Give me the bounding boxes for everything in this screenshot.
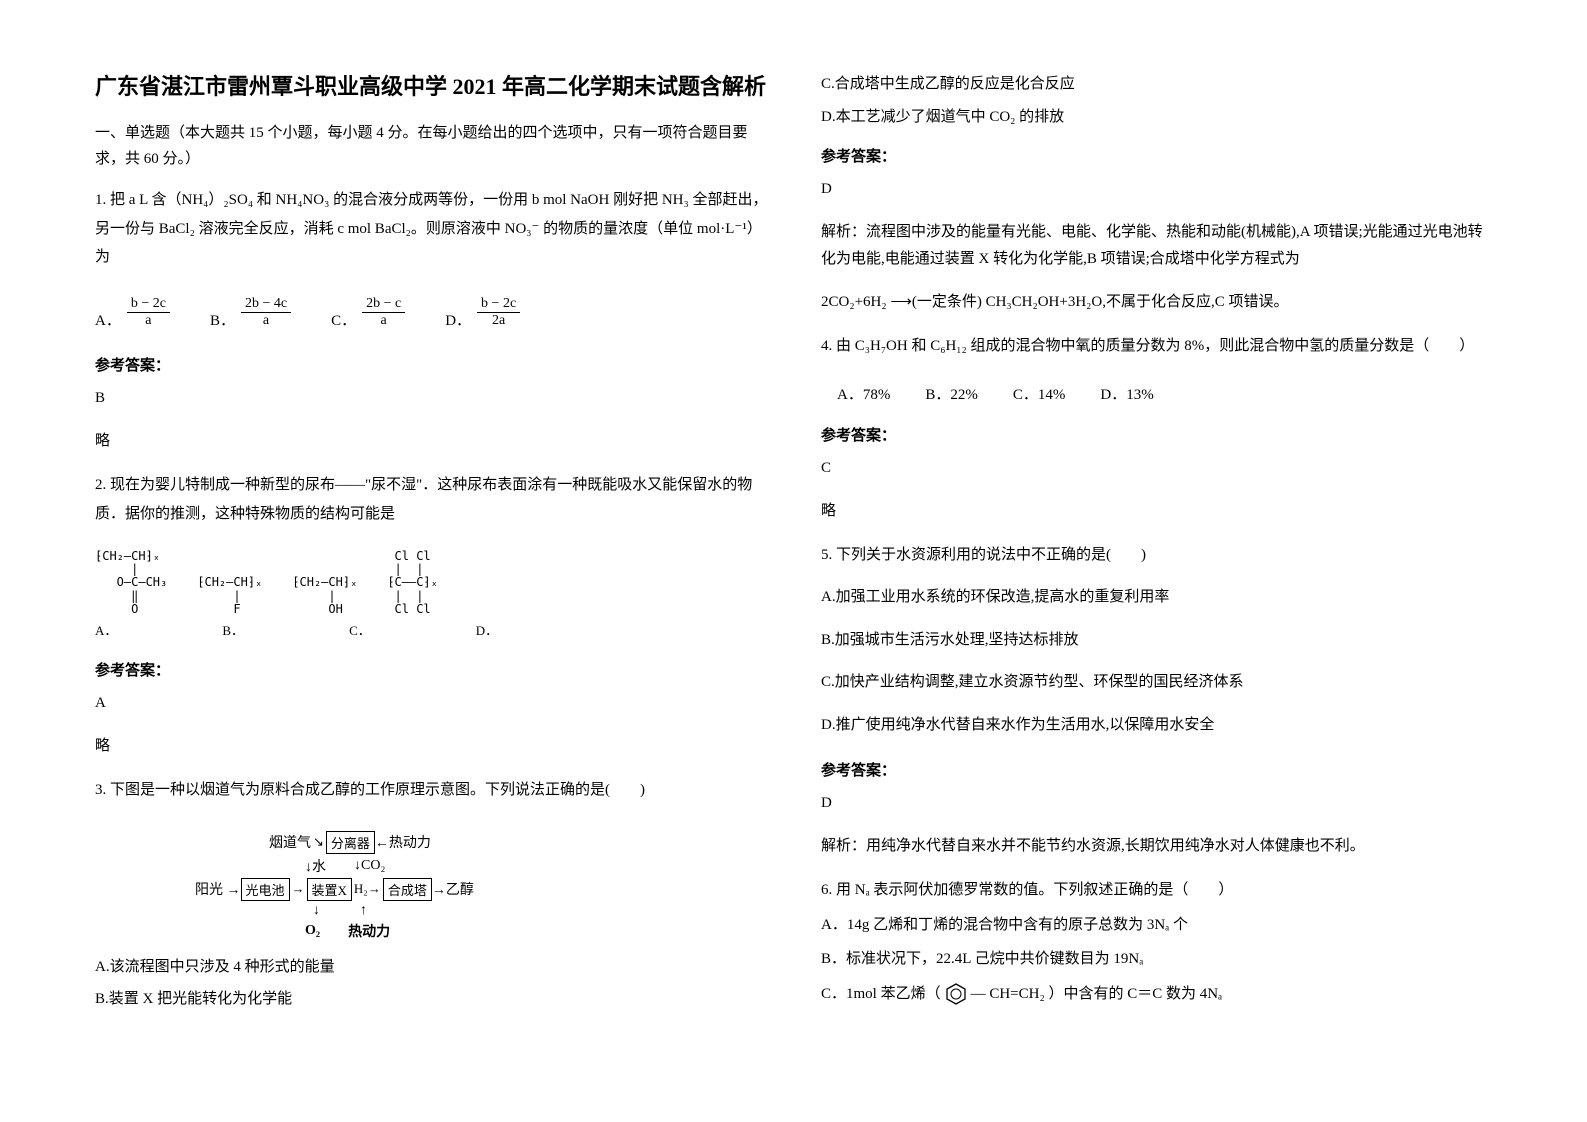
q3-opt-c: C.合成塔中生成乙醇的反应是化合反应 (821, 70, 1497, 99)
diagram-label: ←热动力 (375, 832, 431, 852)
benzene-icon (943, 981, 969, 1007)
opt-label: D． (476, 620, 498, 639)
q2-answer-label: 参考答案： (95, 659, 771, 680)
diagram-label: →乙醇 (432, 879, 474, 899)
diagram-label: 阳光 → (195, 879, 241, 899)
opt-label: C． (349, 620, 371, 639)
frac-denominator: a (377, 313, 391, 330)
frac-numerator: 2b − c (362, 296, 405, 314)
frac-denominator: a (259, 313, 273, 330)
q4-opt-a: A．78% (837, 383, 890, 404)
q3-opt-d: D.本工艺减少了烟道气中 CO₂ 的排放 (821, 103, 1497, 132)
opt-label: D． (445, 309, 471, 330)
opt-label: B． (222, 620, 244, 639)
q1-answer: B (95, 385, 771, 412)
q2-opt-d: Cl Cl | | ⁅C——C⁆ₓ | | Cl Cl (387, 550, 438, 616)
q4-options: A．78% B．22% C．14% D．13% (821, 383, 1497, 404)
frac-denominator: a (141, 313, 155, 330)
section-header: 一、单选题（本大题共 15 个小题，每小题 4 分。在每小题给出的四个选项中，只… (95, 121, 771, 172)
frac-numerator: b − 2c (477, 296, 520, 314)
question-6: 6. 用 Nₐ 表示阿伏加德罗常数的值。下列叙述正确的是（ ） (821, 876, 1497, 905)
frac-denominator: 2a (488, 313, 509, 330)
q3-answer-label: 参考答案： (821, 145, 1497, 166)
chem-structure: ⁅CH₂—CH⁆ₓ | O—C—CH₃ ‖ O (95, 550, 167, 616)
chem-structure: ⁅CH₂—CH⁆ₓ | F (197, 576, 262, 616)
q6-opt-c-pre: C．1mol 苯乙烯（ (821, 980, 941, 1009)
q2-opt-b: ⁅CH₂—CH⁆ₓ | F (197, 576, 262, 616)
box-tower: 合成塔 (383, 878, 432, 901)
frac-numerator: 2b − 4c (241, 296, 291, 314)
q4-opt-c: C．14% (1013, 383, 1066, 404)
q1-answer-label: 参考答案： (95, 354, 771, 375)
diagram-label: H₂→ (352, 881, 383, 897)
fraction: b − 2c 2a (477, 296, 520, 331)
arrow-icon: ↘ (311, 834, 326, 850)
diagram-label: 热动力 (348, 921, 390, 941)
question-1: 1. 把 a L 含（NH₄）₂SO₄ 和 NH₄NO₃ 的混合液分成两等份，一… (95, 186, 771, 272)
q3-opt-a: A.该流程图中只涉及 4 种形式的能量 (95, 953, 771, 982)
fraction: 2b − c a (362, 296, 405, 331)
chem-structure: ⁅CH₂—CH⁆ₓ | OH (292, 576, 357, 616)
q5-opt-d: D.推广使用纯净水代替自来水作为生活用水,以保障用水安全 (821, 711, 1497, 740)
q3-opt-b: B.装置 X 把光能转化为化学能 (95, 985, 771, 1014)
down-arrow-icon: ↓ (313, 903, 320, 919)
diagram-label: ↓CO₂ (354, 858, 385, 874)
right-column: C.合成塔中生成乙醇的反应是化合反应 D.本工艺减少了烟道气中 CO₂ 的排放 … (821, 70, 1497, 1092)
fraction: 2b − 4c a (241, 296, 291, 331)
q4-opt-b: B．22% (925, 383, 978, 404)
question-2: 2. 现在为婴儿特制成一种新型的尿布——"尿不湿"．这种尿布表面涂有一种既能吸水… (95, 471, 771, 528)
opt-label: B． (210, 309, 235, 330)
q6-opt-a: A．14g 乙烯和丁烯的混合物中含有的原子总数为 3Nₐ 个 (821, 911, 1497, 940)
box-pv: 光电池 (241, 878, 290, 901)
diagram-label: ↓水 (305, 856, 326, 876)
q6-opt-c-post: — CH=CH₂ ）中含有的 C＝C 数为 4Nₐ (971, 980, 1223, 1009)
q2-opt-c: ⁅CH₂—CH⁆ₓ | OH (292, 576, 357, 616)
q4-note: 略 (821, 498, 1497, 525)
q1-opt-b: B． 2b − 4c a (210, 296, 291, 331)
up-arrow-icon: ↑ (360, 903, 367, 919)
q4-answer: C (821, 455, 1497, 482)
frac-numerator: b − 2c (127, 296, 170, 314)
exam-title: 广东省湛江市雷州覃斗职业高级中学 2021 年高二化学期末试题含解析 (95, 70, 771, 103)
q2-opt-a: ⁅CH₂—CH⁆ₓ | O—C—CH₃ ‖ O (95, 550, 167, 616)
q3-answer: D (821, 176, 1497, 203)
opt-label: A． (95, 620, 117, 639)
q1-options: A． b − 2c a B． 2b − 4c a C． 2b − c a D． … (95, 296, 771, 331)
q1-opt-c: C． 2b − c a (331, 296, 405, 331)
q2-note: 略 (95, 733, 771, 760)
q5-opt-c: C.加快产业结构调整,建立水资源节约型、环保型的国民经济体系 (821, 668, 1497, 697)
left-column: 广东省湛江市雷州覃斗职业高级中学 2021 年高二化学期末试题含解析 一、单选题… (95, 70, 771, 1092)
q1-note: 略 (95, 428, 771, 455)
q2-answer: A (95, 690, 771, 717)
q5-opt-a: A.加强工业用水系统的环保改造,提高水的重复利用率 (821, 583, 1497, 612)
question-5: 5. 下列关于水资源利用的说法中不正确的是( ) (821, 541, 1497, 570)
chem-structure: Cl Cl | | ⁅C——C⁆ₓ | | Cl Cl (387, 550, 438, 616)
arrow-icon: → (290, 881, 307, 897)
box-separator: 分离器 (326, 831, 375, 854)
q3-equation: 2CO₂+6H₂ ⟶(一定条件) CH₃CH₂OH+3H₂O,不属于化合反应,C… (821, 289, 1497, 316)
diagram-label: O₂ (305, 923, 320, 939)
q4-answer-label: 参考答案： (821, 424, 1497, 445)
q5-answer: D (821, 790, 1497, 817)
q2-option-labels: A． B． C． D． (95, 620, 771, 639)
q5-answer-label: 参考答案： (821, 759, 1497, 780)
opt-label: A． (95, 309, 121, 330)
q1-opt-a: A． b − 2c a (95, 296, 170, 331)
q6-opt-b: B．标准状况下，22.4L 己烷中共价键数目为 19Nₐ (821, 945, 1497, 974)
q6-opt-c: C．1mol 苯乙烯（ — CH=CH₂ ）中含有的 C＝C 数为 4Nₐ (821, 980, 1497, 1009)
q2-options: ⁅CH₂—CH⁆ₓ | O—C—CH₃ ‖ O ⁅CH₂—CH⁆ₓ | F ⁅C… (95, 550, 771, 616)
question-3: 3. 下图是一种以烟道气为原料合成乙醇的工作原理示意图。下列说法正确的是( ) (95, 776, 771, 805)
diagram-label: 烟道气 (269, 832, 311, 852)
q1-opt-d: D． b − 2c 2a (445, 296, 520, 331)
q3-diagram: 烟道气 ↘ 分离器 ←热动力 ↓水 ↓CO₂ 阳光 → 光电池 → 装置X H₂… (195, 829, 771, 943)
question-4: 4. 由 C₃H₇OH 和 C₆H₁₂ 组成的混合物中氧的质量分数为 8%，则此… (821, 332, 1497, 361)
q5-opt-b: B.加强城市生活污水处理,坚持达标排放 (821, 626, 1497, 655)
box-x: 装置X (307, 878, 352, 901)
q4-opt-d: D．13% (1100, 383, 1153, 404)
fraction: b − 2c a (127, 296, 170, 331)
opt-label: C． (331, 309, 356, 330)
q3-explain: 解析：流程图中涉及的能量有光能、电能、化学能、热能和动能(机械能),A 项错误;… (821, 219, 1497, 273)
q5-explain: 解析：用纯净水代替自来水并不能节约水资源,长期饮用纯净水对人体健康也不利。 (821, 833, 1497, 860)
